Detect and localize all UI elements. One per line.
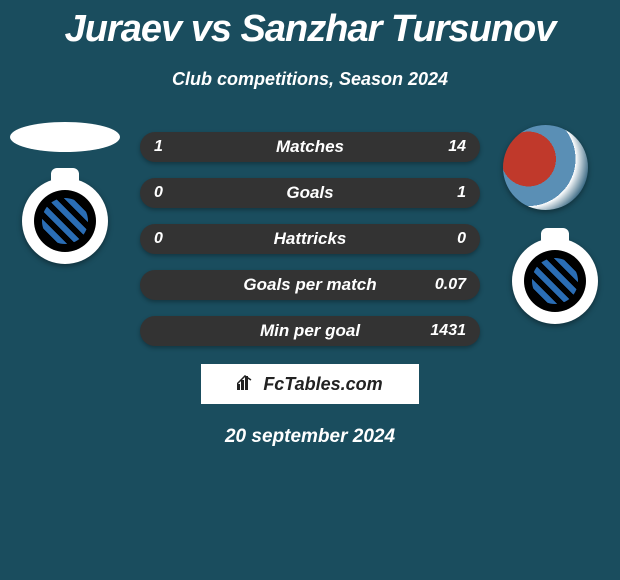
- stat-label: Matches: [276, 137, 344, 157]
- stat-row: Min per goal 1431: [0, 316, 620, 346]
- stat-row: Goals per match 0.07: [0, 270, 620, 300]
- stat-left-value: 0: [154, 184, 163, 202]
- stat-left-value: 0: [154, 230, 163, 248]
- stat-right-value: 14: [448, 138, 466, 156]
- stats-container: 1 Matches 14 0 Goals 1 0 Hattricks 0 Goa…: [0, 132, 620, 346]
- stat-label: Hattricks: [274, 229, 347, 249]
- stat-right-value: 1431: [430, 322, 466, 340]
- stat-row: 1 Matches 14: [0, 132, 620, 162]
- stat-right-value: 0.07: [435, 276, 466, 294]
- stat-right-value: 1: [457, 184, 466, 202]
- date-text: 20 september 2024: [0, 426, 620, 448]
- stat-row: 0 Hattricks 0: [0, 224, 620, 254]
- branding-text: FcTables.com: [263, 374, 382, 395]
- stat-label: Goals per match: [243, 275, 376, 295]
- stat-row: 0 Goals 1: [0, 178, 620, 208]
- stat-left-value: 1: [154, 138, 163, 156]
- chart-icon: [237, 374, 257, 395]
- comparison-title: Juraev vs Sanzhar Tursunov: [0, 0, 620, 51]
- stat-label: Min per goal: [260, 321, 360, 341]
- branding-box: FcTables.com: [201, 364, 419, 404]
- season-subtitle: Club competitions, Season 2024: [0, 69, 620, 90]
- stat-right-value: 0: [457, 230, 466, 248]
- stat-label: Goals: [286, 183, 333, 203]
